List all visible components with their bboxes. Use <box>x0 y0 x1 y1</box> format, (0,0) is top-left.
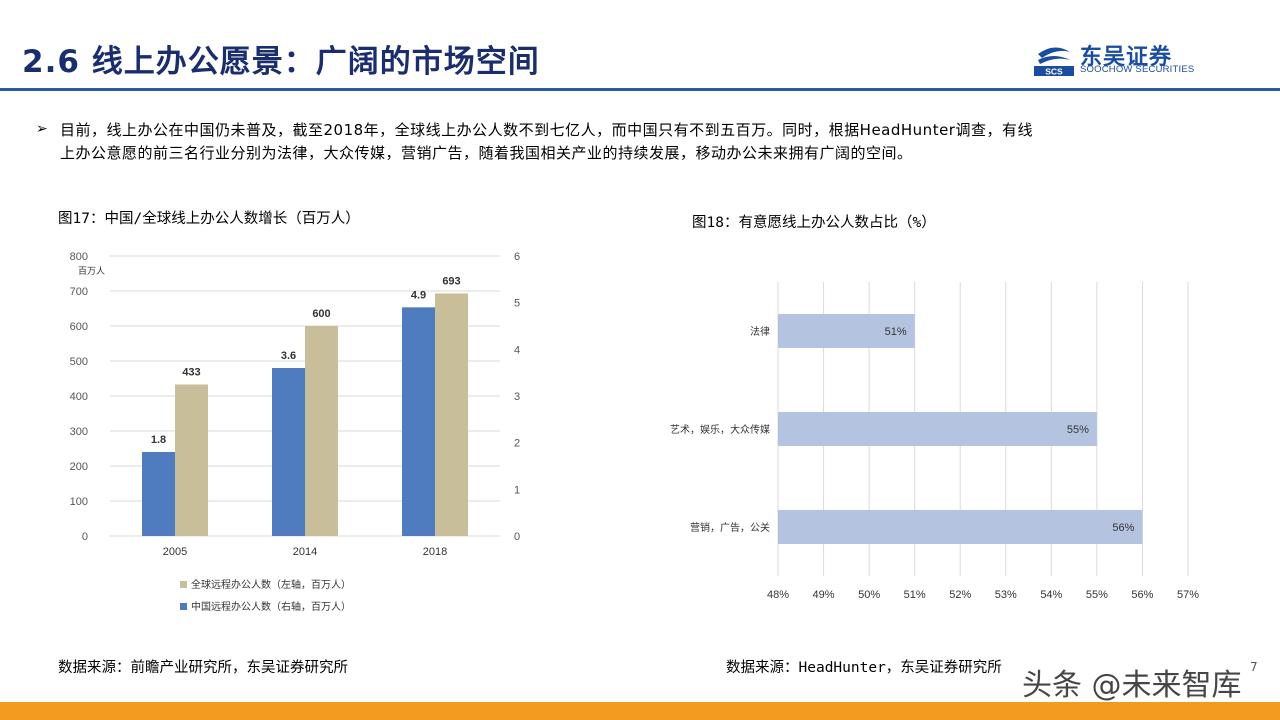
fig17-ytick-left: 100 <box>70 496 88 508</box>
fig17-label-china: 1.8 <box>151 434 166 446</box>
fig17-ytick-right: 4 <box>514 344 520 356</box>
fig18-xtick: 50% <box>858 589 880 601</box>
bullet-arrow-icon: ➢ <box>36 121 48 137</box>
fig17-legend-label: 中国远程办公人数（右轴，百万人） <box>191 600 351 613</box>
fig18-xtick: 49% <box>813 589 835 601</box>
logo-mark-text: SCS <box>1045 67 1063 77</box>
fig17-ytick-right: 3 <box>514 391 520 403</box>
fig18-bar-label: 51% <box>885 326 907 338</box>
fig17-bar-china <box>402 307 435 536</box>
fig17-label-global: 693 <box>442 275 460 287</box>
fig17-title: 图17：中国/全球线上办公人数增长（百万人） <box>58 211 360 227</box>
fig18-xtick: 51% <box>904 589 926 601</box>
fig18-xtick: 52% <box>949 589 971 601</box>
fig17-bar-global <box>305 326 338 536</box>
fig17-label-china: 4.9 <box>411 289 426 301</box>
fig17-ytick-left: 600 <box>70 321 88 333</box>
fig18-xtick: 57% <box>1177 589 1199 601</box>
fig18-xtick: 55% <box>1086 589 1108 601</box>
fig17-bar-china <box>142 452 175 536</box>
logo-mark-icon: SCS <box>1034 47 1074 77</box>
fig17-ytick-left: 200 <box>70 461 88 473</box>
fig17-ytick-left: 500 <box>70 356 88 368</box>
fig17-ytick-right: 1 <box>514 484 520 496</box>
fig17-ytick-left: 300 <box>70 426 88 438</box>
fig17-legend-swatch <box>180 581 187 588</box>
logo-chinese-name: 东吴证券 <box>1080 45 1173 70</box>
fig17-source: 数据来源：前瞻产业研究所，东吴证券研究所 <box>58 660 348 676</box>
fig17-ytick-left: 800 <box>70 251 88 263</box>
fig17-label-global: 600 <box>312 308 330 320</box>
fig18-category-label: 营销，广告，公关 <box>690 521 770 534</box>
header-divider <box>0 88 1280 91</box>
fig17-ytick-right: 5 <box>514 298 520 310</box>
logo-english-name: SOOCHOW SECURITIES <box>1080 64 1195 75</box>
footer-bar <box>0 702 1280 720</box>
fig18-xtick: 54% <box>1040 589 1062 601</box>
fig18-source: 数据来源：HeadHunter，东吴证券研究所 <box>726 660 1002 676</box>
fig17-unit-label: 百万人 <box>78 266 105 276</box>
watermark: 头条 @未来智库 <box>1022 668 1242 703</box>
fig18-category-label: 艺术，娱乐，大众传媒 <box>670 423 770 436</box>
bullet-line-1: 目前，线上办公在中国仍未普及，截至2018年，全球线上办公人数不到七亿人，而中国… <box>60 121 1033 139</box>
fig17-ytick-right: 6 <box>514 251 520 263</box>
fig18-category-label: 法律 <box>750 325 770 338</box>
company-logo: SCS 东吴证券 SOOCHOW SECURITIES <box>1034 42 1220 78</box>
fig17-ytick-left: 700 <box>70 286 88 298</box>
fig17-xtick: 2005 <box>163 546 187 558</box>
fig17-bar-global <box>435 293 468 536</box>
page-number: 7 <box>1250 660 1258 674</box>
fig18-xtick: 53% <box>995 589 1017 601</box>
fig17-bar-china <box>272 368 305 536</box>
fig18-xtick: 48% <box>767 589 789 601</box>
fig18-bar <box>778 314 915 348</box>
fig18-xtick: 56% <box>1131 589 1153 601</box>
fig17-legend-swatch <box>180 603 187 610</box>
bullet-paragraph: 目前，线上办公在中国仍未普及，截至2018年，全球线上办公人数不到七亿人，而中国… <box>60 119 1250 165</box>
fig17-chart: 0 100 200 300 400 500 600 700 800 0 1 2 3 4 5 6 百万人 433 1.… <box>70 251 520 613</box>
fig18-bar <box>778 510 1143 544</box>
fig17-ytick-left: 400 <box>70 391 88 403</box>
fig18-bar-label: 55% <box>1067 424 1089 436</box>
fig17-xtick: 2018 <box>423 546 447 558</box>
fig17-label-china: 3.6 <box>281 350 296 362</box>
fig17-ytick-right: 2 <box>514 438 520 450</box>
fig18-chart: 48% 49% 50% 51% 52% 53% 54% 55% 56% 57% 51% 法律 55% 艺术… <box>670 282 1199 601</box>
fig17-bar-global <box>175 384 208 536</box>
fig17-xtick: 2014 <box>293 546 317 558</box>
page-title: 2.6 线上办公愿景：广阔的市场空间 <box>22 44 540 80</box>
fig18-bar <box>778 412 1097 446</box>
fig18-bar-label: 56% <box>1112 522 1134 534</box>
bullet-line-2: 上办公意愿的前三名行业分别为法律，大众传媒，营销广告，随着我国相关产业的持续发展… <box>60 144 913 162</box>
fig17-ytick-left: 0 <box>82 531 88 543</box>
fig17-legend-label: 全球远程办公人数（左轴，百万人） <box>191 578 351 591</box>
fig18-title: 图18：有意愿线上办公人数占比（%） <box>692 215 936 231</box>
fig17-ytick-right: 0 <box>514 531 520 543</box>
fig17-label-global: 433 <box>182 366 200 378</box>
